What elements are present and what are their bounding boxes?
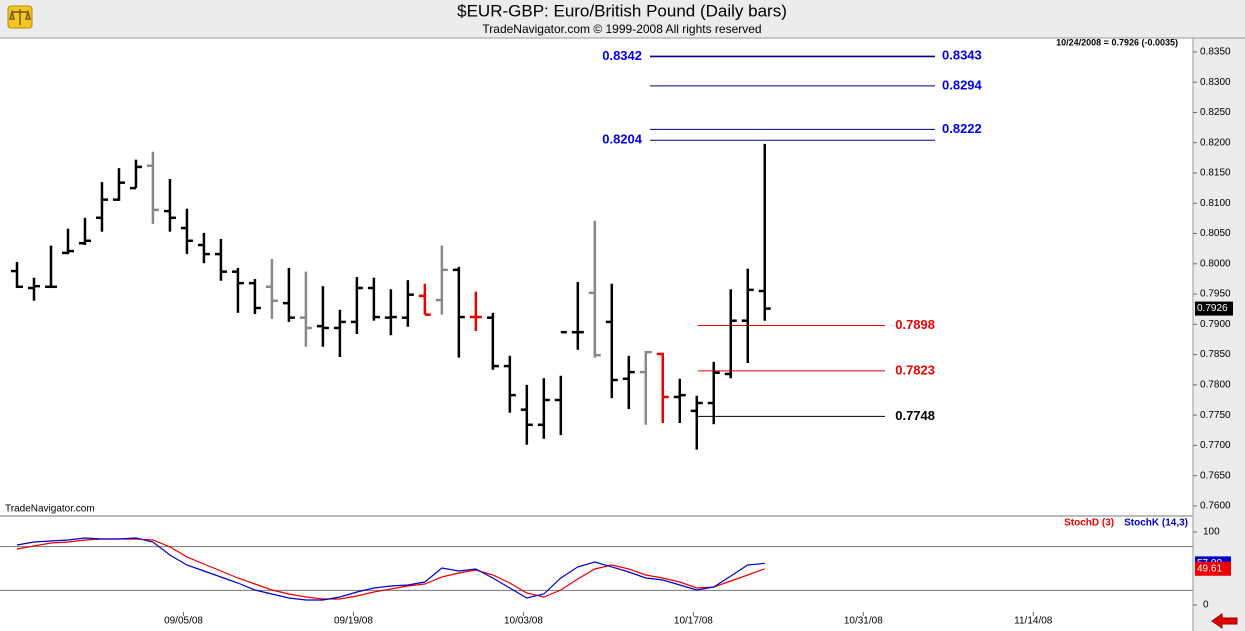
legend-entry: StochD (3) bbox=[1064, 518, 1114, 529]
x-tick-label: 09/19/08 bbox=[334, 616, 373, 627]
x-tick-label: 11/14/08 bbox=[1014, 616, 1053, 627]
chart-subtitle: TradeNavigator.com © 1999-2008 All right… bbox=[482, 22, 761, 36]
y-tick-label: 0.8200 bbox=[1200, 137, 1231, 148]
plot-bg bbox=[0, 38, 1193, 631]
level-label: 0.8343 bbox=[942, 48, 982, 63]
value-label: 49.61 bbox=[1197, 563, 1222, 574]
y-tick-label: 0 bbox=[1203, 600, 1209, 611]
y-tick-label: 0.7700 bbox=[1200, 440, 1231, 451]
y-tick-label: 0.8000 bbox=[1200, 258, 1231, 269]
y-tick-label: 0.8050 bbox=[1200, 228, 1231, 239]
axis-bg bbox=[1193, 38, 1245, 631]
level-label: 0.8294 bbox=[942, 77, 983, 92]
legend-entry: StochK (14,3) bbox=[1124, 518, 1188, 529]
back-arrow[interactable] bbox=[1208, 613, 1240, 629]
y-tick-label: 0.8150 bbox=[1200, 168, 1231, 179]
level-label: 0.8204 bbox=[602, 132, 643, 147]
y-tick-label: 0.7900 bbox=[1200, 319, 1231, 330]
y-tick-label: 0.8350 bbox=[1200, 47, 1231, 58]
quote: 10/24/2008 = 0.7926 (-0.0035) bbox=[1056, 37, 1178, 47]
x-tick-label: 10/17/08 bbox=[674, 616, 713, 627]
x-tick-label: 10/03/08 bbox=[504, 616, 543, 627]
y-tick-label: 0.7800 bbox=[1200, 379, 1231, 390]
header-bg bbox=[0, 0, 1245, 38]
last-price-label: 0.7926 bbox=[1197, 303, 1228, 314]
level-label: 0.7898 bbox=[895, 317, 935, 332]
y-tick-label: 0.7600 bbox=[1200, 501, 1231, 512]
level-label: 0.8222 bbox=[942, 121, 982, 136]
chart-title: $EUR-GBP: Euro/British Pound (Daily bars… bbox=[457, 1, 787, 20]
y-tick-label: 0.7950 bbox=[1200, 289, 1231, 300]
logo bbox=[7, 5, 33, 29]
series-line bbox=[16, 537, 765, 601]
y-tick-label: 0.7650 bbox=[1200, 470, 1231, 481]
y-tick-label: 0.8250 bbox=[1200, 107, 1231, 118]
x-tick-label: 09/05/08 bbox=[164, 616, 203, 627]
y-tick-label: 0.8100 bbox=[1200, 198, 1231, 209]
last-price-box bbox=[1195, 301, 1233, 316]
y-tick-label: 0.7850 bbox=[1200, 349, 1231, 360]
x-tick-label: 10/31/08 bbox=[844, 616, 883, 627]
value-label-box bbox=[1195, 561, 1231, 576]
level-label: 0.7748 bbox=[895, 408, 935, 423]
y-tick-label: 0.8300 bbox=[1200, 77, 1231, 88]
watermark: TradeNavigator.com bbox=[5, 504, 95, 515]
level-label: 0.7823 bbox=[895, 362, 935, 377]
y-tick-label: 100 bbox=[1203, 527, 1220, 538]
level-label: 0.8342 bbox=[602, 48, 642, 63]
y-tick-label: 0.7750 bbox=[1200, 410, 1231, 421]
